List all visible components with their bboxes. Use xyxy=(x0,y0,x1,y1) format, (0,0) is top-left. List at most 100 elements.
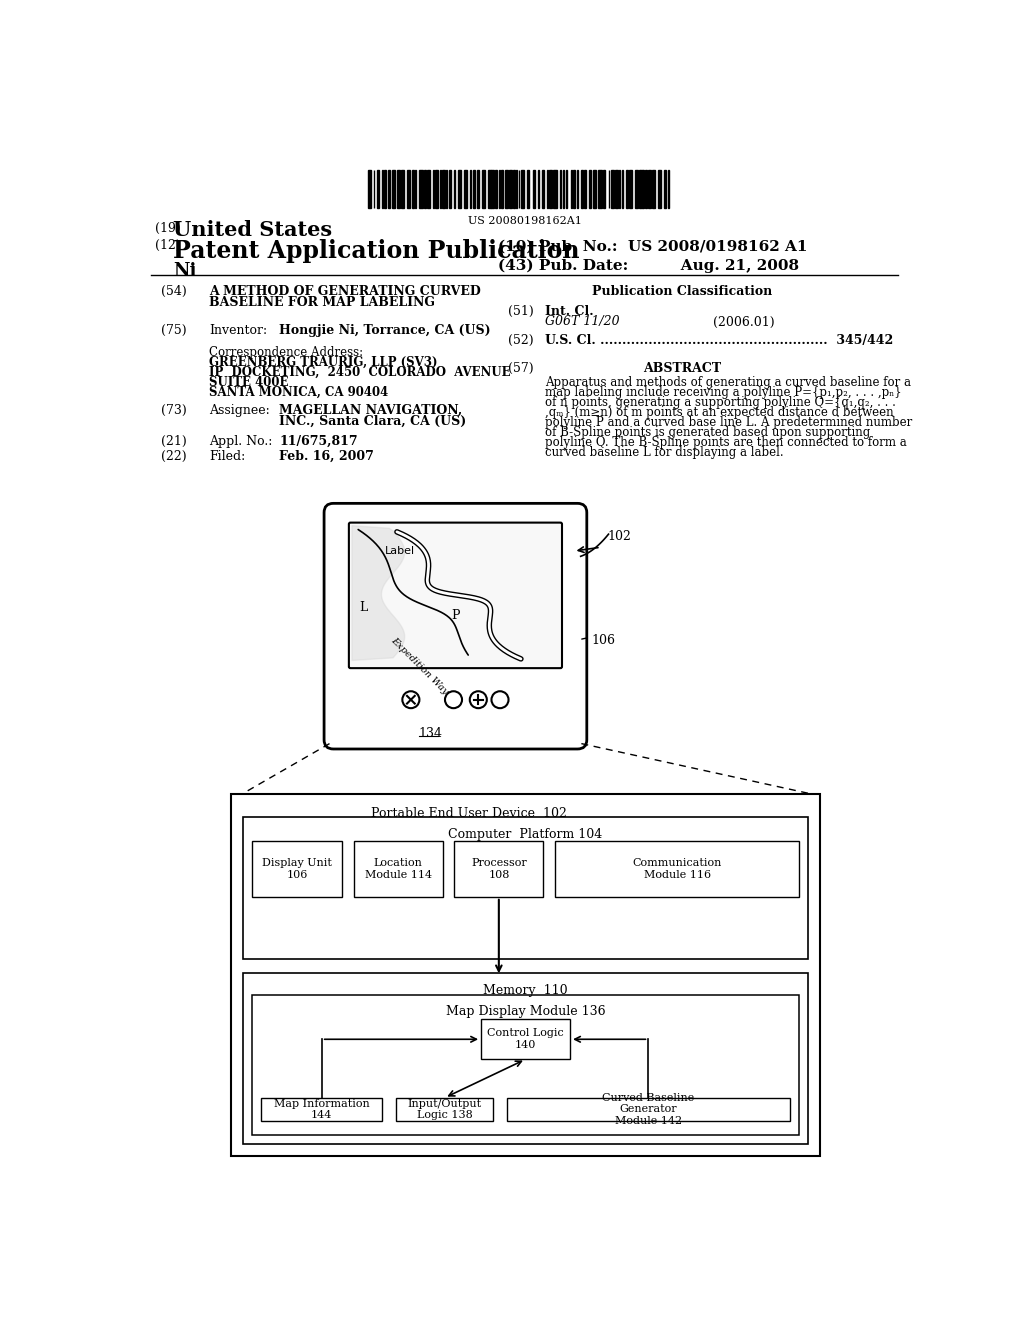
Text: polyline P and a curved base line L. A predetermined number: polyline P and a curved base line L. A p… xyxy=(545,416,912,429)
Text: US 20080198162A1: US 20080198162A1 xyxy=(468,216,582,226)
Bar xyxy=(384,170,386,209)
Bar xyxy=(501,170,503,209)
Bar xyxy=(427,170,430,209)
Bar xyxy=(243,973,809,1144)
Text: Publication Classification: Publication Classification xyxy=(592,285,772,298)
Bar xyxy=(252,841,342,896)
Text: Appl. No.:: Appl. No.: xyxy=(209,434,272,447)
Bar xyxy=(442,170,445,209)
Bar xyxy=(252,995,799,1135)
Text: (75): (75) xyxy=(161,323,186,337)
Text: Assignee:: Assignee: xyxy=(209,404,270,417)
Text: Location
Module 114: Location Module 114 xyxy=(365,858,432,880)
Text: IP  DOCKETING,  2450  COLORADO  AVENUE: IP DOCKETING, 2450 COLORADO AVENUE xyxy=(209,366,511,379)
Bar xyxy=(454,170,455,209)
Bar xyxy=(473,170,475,209)
Text: L: L xyxy=(359,601,368,614)
Text: Patent Application Publication: Patent Application Publication xyxy=(173,239,580,263)
Bar xyxy=(413,170,414,209)
Bar xyxy=(542,170,544,209)
Bar xyxy=(629,170,632,209)
Text: (22): (22) xyxy=(161,450,186,463)
Bar xyxy=(231,793,820,1155)
Bar xyxy=(640,170,643,209)
Text: Communication
Module 116: Communication Module 116 xyxy=(633,858,722,880)
Text: polyline Q. The B-Spline points are then connected to form a: polyline Q. The B-Spline points are then… xyxy=(545,436,906,449)
Text: 106: 106 xyxy=(592,635,615,647)
Text: U.S. Cl. ....................................................  345/442: U.S. Cl. ...............................… xyxy=(545,334,893,347)
FancyBboxPatch shape xyxy=(349,523,562,668)
Text: Display Unit
106: Display Unit 106 xyxy=(262,858,332,880)
Bar xyxy=(455,841,544,896)
Bar xyxy=(652,170,655,209)
Text: (19): (19) xyxy=(155,222,181,235)
Text: ABSTRACT: ABSTRACT xyxy=(643,362,721,375)
Bar xyxy=(470,170,471,209)
Text: Filed:: Filed: xyxy=(209,450,246,463)
Bar xyxy=(353,841,442,896)
Bar xyxy=(648,170,651,209)
Text: Computer  Platform 104: Computer Platform 104 xyxy=(449,828,603,841)
Bar xyxy=(482,170,484,209)
Bar xyxy=(585,170,586,209)
Text: Apparatus and methods of generating a curved baseline for a: Apparatus and methods of generating a cu… xyxy=(545,376,911,388)
Bar xyxy=(396,1098,493,1121)
Text: United States: United States xyxy=(173,220,332,240)
Text: (57): (57) xyxy=(508,362,534,375)
Bar xyxy=(582,170,583,209)
Bar xyxy=(521,170,524,209)
Bar xyxy=(392,170,394,209)
Text: (2006.01): (2006.01) xyxy=(713,315,775,329)
Text: Map Information
144: Map Information 144 xyxy=(273,1098,370,1121)
Bar xyxy=(449,170,452,209)
Bar xyxy=(570,170,572,209)
Text: (52): (52) xyxy=(508,334,534,347)
Text: Feb. 16, 2007: Feb. 16, 2007 xyxy=(280,450,374,463)
Text: 11/675,817: 11/675,817 xyxy=(280,434,357,447)
Text: INC., Santa Clara, CA (US): INC., Santa Clara, CA (US) xyxy=(280,414,466,428)
Bar xyxy=(487,170,490,209)
Bar xyxy=(527,170,529,209)
Bar xyxy=(635,170,638,209)
Text: SUITE 400E: SUITE 400E xyxy=(209,376,289,388)
Text: Inventor:: Inventor: xyxy=(209,323,267,337)
Text: curved baseline L for displaying a label.: curved baseline L for displaying a label… xyxy=(545,446,783,458)
Text: map labeling include receiving a polyline P={p₁,p₂, . . . ,pₙ}: map labeling include receiving a polylin… xyxy=(545,385,901,399)
Bar xyxy=(547,170,548,209)
Bar xyxy=(513,170,515,209)
Bar xyxy=(243,817,809,960)
Bar xyxy=(388,170,390,209)
Text: Hongjie Ni, Torrance, CA (US): Hongjie Ni, Torrance, CA (US) xyxy=(280,323,490,337)
Bar xyxy=(566,170,567,209)
Bar xyxy=(435,170,438,209)
Bar xyxy=(507,1098,790,1121)
Polygon shape xyxy=(352,525,404,660)
Bar xyxy=(611,170,614,209)
Text: G06T 11/20: G06T 11/20 xyxy=(545,315,620,329)
Bar xyxy=(532,170,535,209)
Text: Map Display Module 136: Map Display Module 136 xyxy=(445,1006,605,1019)
Text: Input/Output
Logic 138: Input/Output Logic 138 xyxy=(408,1098,481,1121)
Bar xyxy=(603,170,605,209)
Bar xyxy=(549,170,552,209)
Text: P: P xyxy=(452,609,460,622)
Bar xyxy=(505,170,508,209)
Bar xyxy=(614,170,617,209)
Bar xyxy=(658,170,662,209)
Text: Label: Label xyxy=(385,545,416,556)
Bar xyxy=(481,1019,570,1059)
Text: of n points, generating a supporting polyline Q={q₁,q₂, . . .: of n points, generating a supporting pol… xyxy=(545,396,896,409)
Bar xyxy=(598,170,601,209)
Bar xyxy=(492,170,494,209)
FancyBboxPatch shape xyxy=(324,503,587,748)
Text: ,qₘ} (m≥n) of m points at an expected distance d between: ,qₘ} (m≥n) of m points at an expected di… xyxy=(545,405,894,418)
Text: MAGELLAN NAVIGATION,: MAGELLAN NAVIGATION, xyxy=(280,404,463,417)
Text: Ni: Ni xyxy=(173,263,197,280)
Text: Int. Cl.: Int. Cl. xyxy=(545,305,594,318)
Text: (21): (21) xyxy=(161,434,186,447)
Bar xyxy=(560,170,561,209)
Bar xyxy=(577,170,579,209)
Bar xyxy=(439,170,441,209)
Text: of B-Spline points is generated based upon supporting: of B-Spline points is generated based up… xyxy=(545,425,870,438)
Bar xyxy=(477,170,479,209)
